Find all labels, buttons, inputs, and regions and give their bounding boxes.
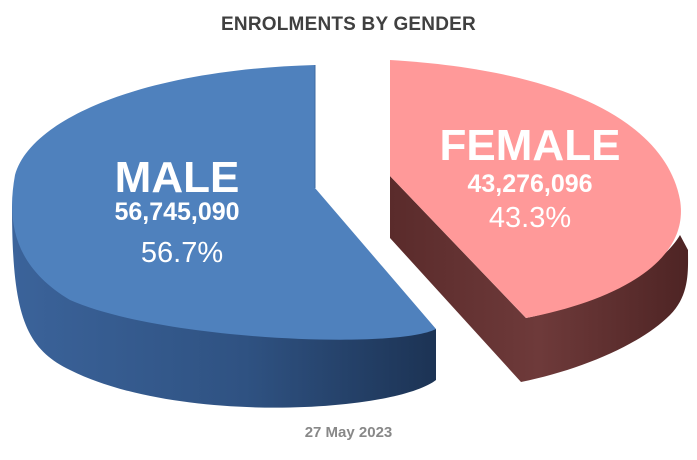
- slice-female-side: [390, 176, 689, 382]
- label-female-value: 43,276,096: [467, 170, 593, 198]
- chart-title: ENROLMENTS BY GENDER: [221, 14, 476, 35]
- label-male-value: 56,745,090: [114, 198, 240, 226]
- label-male-name: MALE: [114, 153, 240, 202]
- slice-female: [390, 60, 681, 318]
- slice-male: [12, 65, 436, 340]
- label-male-percent: 56.7%: [140, 237, 224, 269]
- label-female-percent: 43.3%: [488, 202, 572, 234]
- label-female-name: FEMALE: [439, 121, 621, 170]
- chart-date: 27 May 2023: [304, 424, 393, 441]
- slice-male-side: [12, 195, 436, 408]
